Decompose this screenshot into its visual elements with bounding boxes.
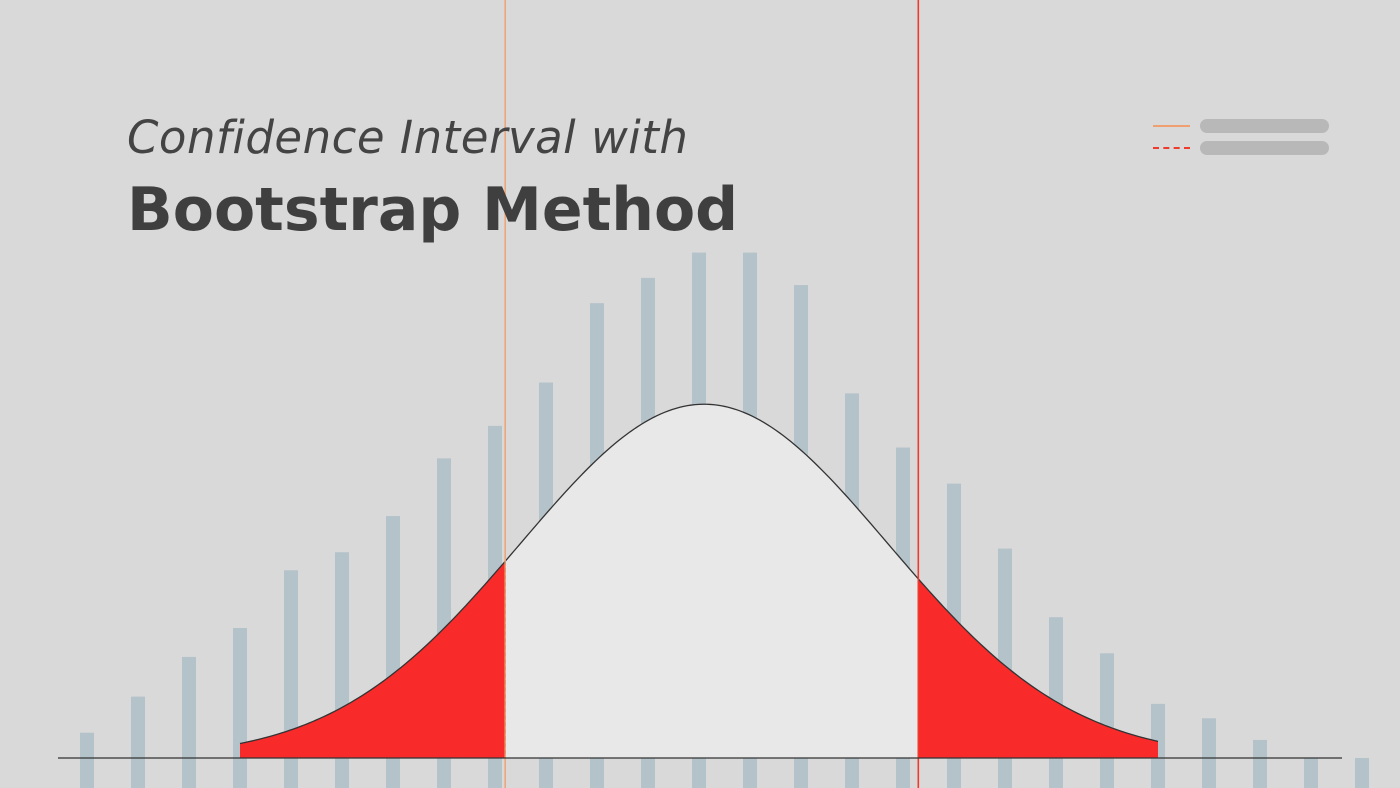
interval-layer <box>504 0 920 788</box>
curve-center-area <box>505 404 919 758</box>
legend-label-placeholder <box>1200 119 1329 133</box>
legend-swatch <box>1153 147 1190 149</box>
lower-tail-area <box>240 561 506 758</box>
bar <box>80 732 94 788</box>
bar <box>1253 739 1267 788</box>
upper-tail-area <box>918 578 1158 758</box>
bar <box>1355 758 1369 788</box>
title-line-1: Confidence Interval with <box>127 111 689 164</box>
legend-item-upper-bound <box>1153 141 1331 155</box>
legend-item-lower-bound <box>1153 119 1331 133</box>
bar <box>182 656 196 788</box>
legend-label-placeholder <box>1200 141 1329 155</box>
bar <box>131 696 145 788</box>
legend <box>1153 118 1331 158</box>
bar <box>1100 653 1114 788</box>
bar <box>1304 758 1318 788</box>
title-line-2: Bootstrap Method <box>127 175 739 245</box>
title-block: Confidence Interval with Bootstrap Metho… <box>127 108 738 250</box>
bar <box>233 628 247 788</box>
curve-layer <box>239 403 1159 758</box>
normal-curve-line <box>239 403 1159 745</box>
bar <box>1202 718 1216 788</box>
legend-swatch <box>1153 125 1190 127</box>
